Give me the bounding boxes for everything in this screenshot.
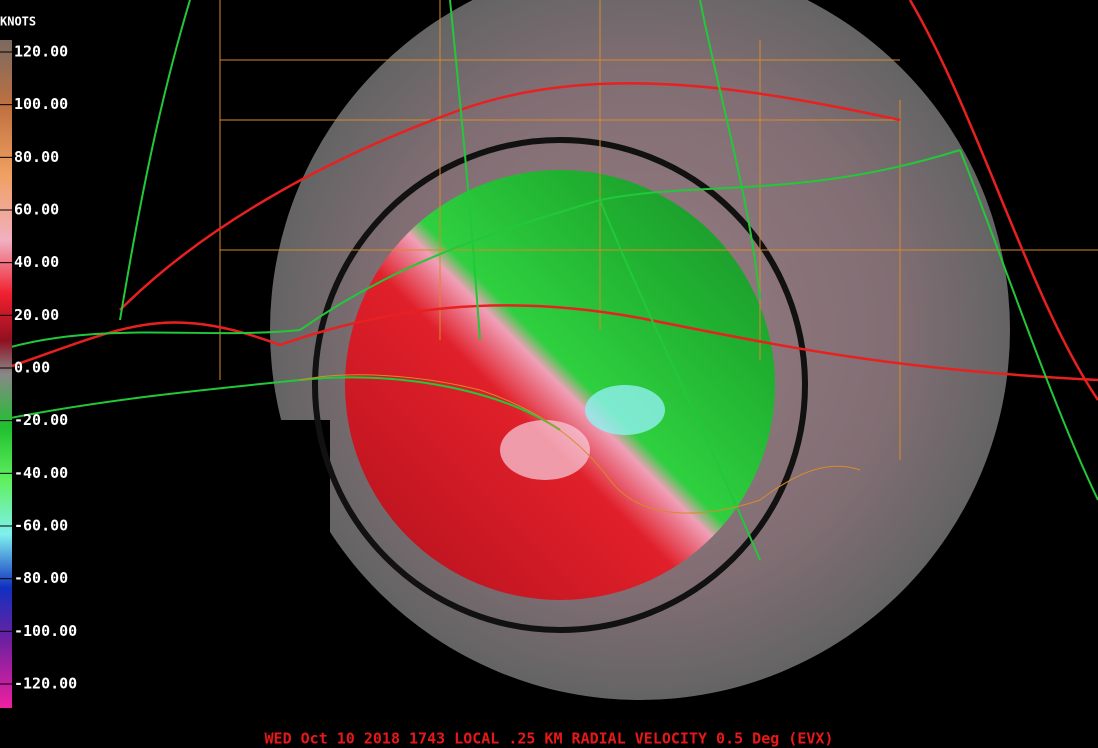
scale-label: -120.00	[14, 675, 77, 693]
scale-label: 60.00	[14, 201, 59, 219]
scale-label: -80.00	[14, 569, 68, 587]
scale-label: 0.00	[14, 359, 50, 377]
scale-label: 80.00	[14, 148, 59, 166]
scale-label: 40.00	[14, 253, 59, 271]
legend-unit: KNOTS	[0, 15, 36, 29]
scale-label: -100.00	[14, 622, 77, 640]
scale-label: -40.00	[14, 464, 68, 482]
caption: WED Oct 10 2018 1743 LOCAL .25 KM RADIAL…	[265, 730, 834, 748]
radar-sweep	[270, 0, 1010, 700]
scale-label: -60.00	[14, 517, 68, 535]
color-scale	[0, 40, 12, 708]
map-lines	[0, 0, 1098, 561]
scale-label: 20.00	[14, 306, 59, 324]
scale-label: 100.00	[14, 95, 68, 113]
scale-label: -20.00	[14, 411, 68, 429]
scale-label: 120.00	[14, 43, 68, 61]
